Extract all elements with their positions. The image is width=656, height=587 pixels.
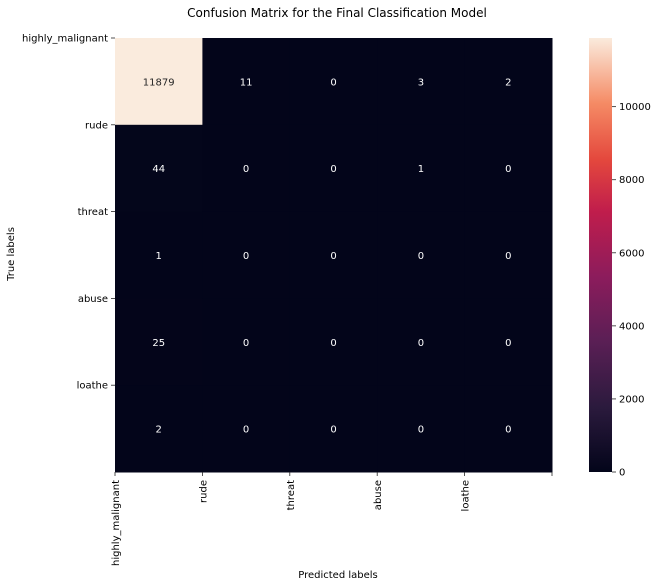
cell-value-label: 25 — [152, 338, 165, 349]
x-tick-label: highly_malignant — [111, 480, 122, 566]
colorbar-tick-label: 2000 — [619, 394, 644, 405]
heatmap-cell — [464, 385, 553, 473]
cell-value-label: 1 — [156, 251, 162, 262]
heatmap-cell — [377, 38, 466, 126]
heatmap-cell — [377, 298, 466, 386]
heatmap-cell — [464, 298, 553, 386]
cell-value-label: 44 — [152, 164, 165, 175]
heatmap-cell — [289, 124, 378, 213]
heatmap-cell-labels: 11879 11 0 3 2 44 0 0 1 0 1 0 0 0 0 25 0 0 0 0 2 0 0 0 0 — [143, 77, 512, 435]
cell-value-label: 0 — [243, 338, 249, 349]
heatmap-cell — [202, 124, 291, 213]
colorbar-tick-label: 6000 — [619, 248, 644, 259]
cell-value-label: 11879 — [143, 77, 175, 88]
heatmap-cell — [464, 124, 553, 213]
heatmap-cell — [115, 298, 203, 386]
cell-value-label: 0 — [418, 425, 424, 436]
cell-value-label: 0 — [330, 251, 336, 262]
cell-value-label: 0 — [243, 251, 249, 262]
cell-value-label: 2 — [156, 425, 162, 436]
x-axis-label: Predicted labels — [298, 570, 378, 581]
colorbar-tick-label: 4000 — [619, 321, 644, 332]
x-tick-label: rude — [198, 480, 209, 503]
cell-value-label: 0 — [330, 164, 336, 175]
colorbar-tick-label: 8000 — [619, 175, 644, 186]
cell-value-label: 0 — [505, 164, 511, 175]
colorbar-tick-label: 0 — [619, 468, 625, 479]
heatmap-cell — [289, 298, 378, 386]
cell-value-label: 0 — [505, 251, 511, 262]
heatmap-cell — [115, 124, 203, 213]
heatmap-cell — [202, 211, 291, 299]
cell-value-label: 0 — [505, 425, 511, 436]
cell-value-label: 0 — [243, 164, 249, 175]
cell-value-label: 0 — [243, 425, 249, 436]
heatmap-cell — [115, 385, 203, 473]
heatmap-cell — [115, 211, 203, 299]
heatmap-cell — [289, 211, 378, 299]
cell-value-label: 0 — [330, 338, 336, 349]
heatmap-cell — [202, 298, 291, 386]
y-tick-label: abuse — [78, 294, 108, 305]
colorbar-tick-label: 10000 — [619, 102, 651, 113]
chart-title: Confusion Matrix for the Final Classific… — [187, 6, 487, 20]
y-tick-label: threat — [78, 207, 108, 218]
heatmap-cell — [377, 211, 466, 299]
y-tick-label: rude — [85, 120, 108, 131]
y-tick-label: loathe — [77, 381, 108, 392]
x-tick-label: loathe — [461, 480, 472, 511]
cell-value-label: 2 — [505, 77, 511, 88]
heatmap-cell — [289, 38, 378, 126]
heatmap-cell — [202, 38, 291, 126]
y-tick-label: highly_malignant — [22, 34, 108, 45]
cell-value-label: 11 — [240, 77, 253, 88]
heatmap-cell — [115, 38, 203, 126]
heatmap-cell — [377, 124, 466, 213]
cell-value-label: 0 — [330, 77, 336, 88]
heatmap-cell — [289, 385, 378, 473]
heatmap-cell — [377, 385, 466, 473]
cell-value-label: 0 — [418, 338, 424, 349]
colorbar-ticks: 0 2000 4000 6000 8000 10000 — [612, 102, 651, 479]
x-tick-label: abuse — [373, 480, 384, 510]
cell-value-label: 1 — [418, 164, 424, 175]
x-tick-label: threat — [286, 480, 297, 510]
cell-value-label: 0 — [418, 251, 424, 262]
heatmap-cell — [464, 211, 553, 299]
cell-value-label: 0 — [505, 338, 511, 349]
heatmap-cells — [115, 38, 553, 473]
heatmap-cell — [202, 385, 291, 473]
y-axis-label: True labels — [6, 227, 17, 282]
x-axis-ticks: highly_malignant rude threat abuse loathe — [111, 472, 553, 566]
cell-value-label: 3 — [418, 77, 424, 88]
heatmap-cell — [464, 38, 553, 126]
cell-value-label: 0 — [330, 425, 336, 436]
colorbar — [589, 38, 612, 472]
